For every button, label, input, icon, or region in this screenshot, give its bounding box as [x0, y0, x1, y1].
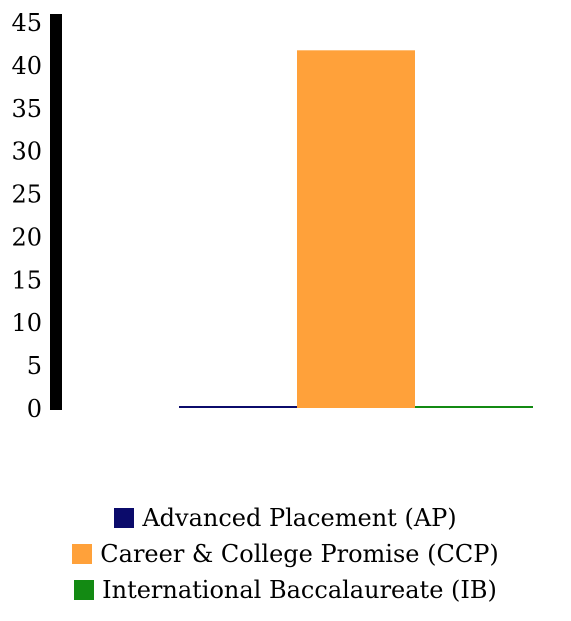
bar-chart: 0 5 10 15 20 25 30 35 40 45 — [11, 9, 533, 423]
y-tick-label: 30 — [11, 138, 42, 166]
y-tick-label: 5 — [27, 352, 42, 380]
y-tick-label: 0 — [27, 395, 42, 423]
legend-swatch-ib — [74, 580, 95, 600]
legend-label-ap: Advanced Placement (AP) — [142, 504, 457, 532]
legend-label-ccp: Career & College Promise (CCP) — [100, 540, 499, 568]
y-axis-ticks: 0 5 10 15 20 25 30 35 40 45 — [11, 9, 42, 423]
y-tick-label: 20 — [11, 223, 42, 251]
legend-swatch-ap — [114, 508, 135, 528]
y-tick-label: 40 — [11, 52, 42, 80]
legend-item-ccp: Career & College Promise (CCP) — [0, 536, 571, 572]
bar-ib — [415, 406, 533, 408]
legend-item-ap: Advanced Placement (AP) — [0, 500, 571, 536]
bar-ap — [179, 406, 297, 408]
y-tick-label: 25 — [11, 181, 42, 209]
y-tick-label: 10 — [11, 309, 42, 337]
y-axis-line — [50, 14, 62, 410]
legend: Advanced Placement (AP) Career & College… — [0, 500, 571, 608]
legend-swatch-ccp — [72, 544, 93, 564]
y-tick-label: 45 — [11, 9, 42, 37]
legend-label-ib: International Baccalaureate (IB) — [102, 576, 497, 604]
y-tick-label: 15 — [11, 266, 42, 294]
legend-item-ib: International Baccalaureate (IB) — [0, 572, 571, 608]
bars — [179, 50, 533, 408]
bar-ccp — [297, 50, 415, 408]
y-tick-label: 35 — [11, 95, 42, 123]
